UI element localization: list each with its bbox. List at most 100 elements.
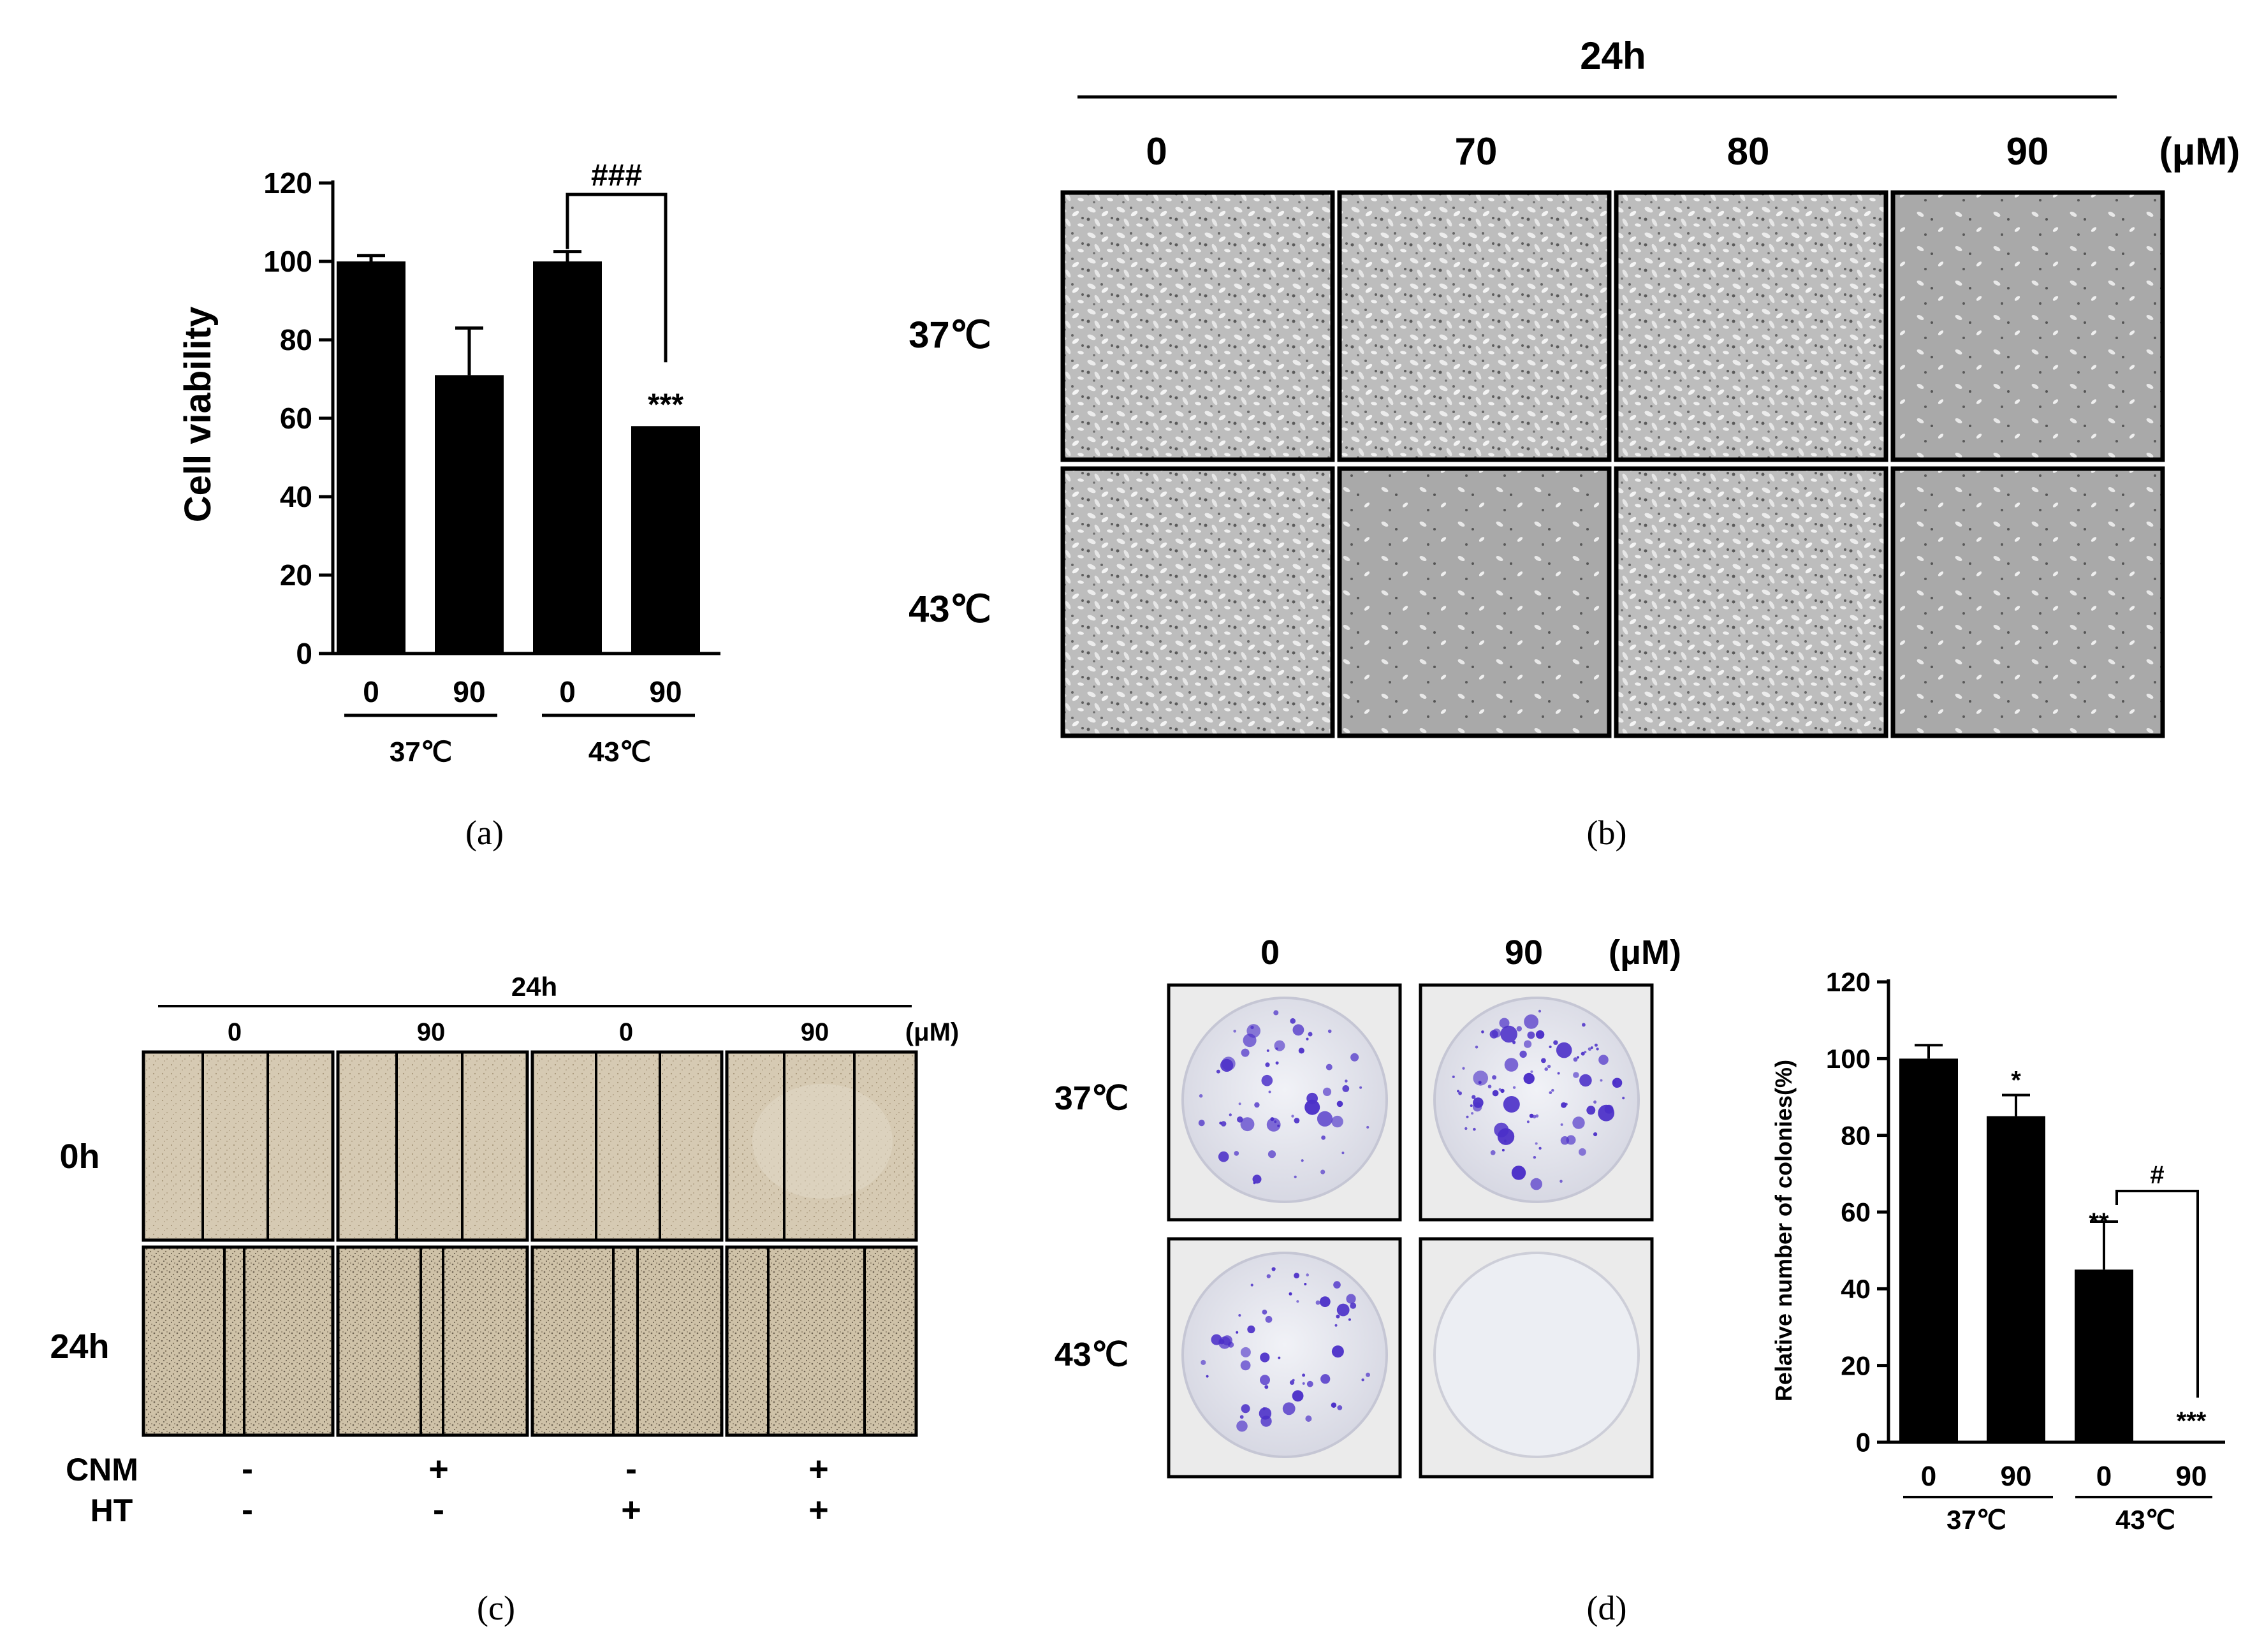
colony-spot <box>1452 1075 1455 1078</box>
colony-spot <box>1264 1385 1269 1389</box>
colony-spot <box>1250 1025 1254 1030</box>
colony-spot <box>1298 1048 1304 1054</box>
colony-spot <box>1535 1030 1545 1039</box>
colony-spot <box>1302 1373 1306 1377</box>
scratch-image-0h-2 <box>336 1050 529 1242</box>
panel-d-caption: (d) <box>1587 1589 1627 1627</box>
panel-b-conc-label: 90 <box>2006 130 2049 173</box>
colony-spot <box>1535 1142 1538 1145</box>
treatment-value: - <box>625 1450 637 1488</box>
colony-spot <box>1201 1359 1206 1365</box>
significance-bracket <box>2115 1190 2199 1398</box>
colony-spot <box>1233 1030 1236 1033</box>
colony-spot <box>1211 1334 1222 1345</box>
panel-b-conc-label: 80 <box>1727 130 1770 173</box>
colony-spot <box>1292 1390 1304 1402</box>
colony-spot <box>1511 1166 1526 1180</box>
treatment-value: - <box>242 1450 253 1488</box>
panel-d-conc-label: 90 <box>1505 933 1543 972</box>
significance-label: * <box>2011 1066 2021 1094</box>
colony-spot <box>1588 1047 1592 1051</box>
colony-spot <box>1336 1314 1340 1319</box>
colony-spot <box>1462 1067 1465 1070</box>
colony-spot <box>1471 1112 1474 1115</box>
scratch-image-0h-3 <box>530 1050 724 1242</box>
bar <box>337 261 405 654</box>
colony-spot <box>1561 1102 1567 1108</box>
colony-spot <box>1218 1151 1229 1162</box>
panel-c-conc-label: 0 <box>619 1018 633 1046</box>
panel-d: 0 90 (μM) 37℃ 43℃ 020406080100120******#… <box>1055 933 2225 1627</box>
panel-d-row-label: 37℃ <box>1055 1080 1128 1117</box>
colony-spot <box>1346 1294 1356 1304</box>
panel-b-unit: (μM) <box>2159 130 2240 173</box>
colony-spot <box>1475 1045 1479 1049</box>
significance-label: *** <box>648 388 683 421</box>
colony-spot <box>1596 1048 1599 1051</box>
y-tick-label: 40 <box>1841 1274 1871 1304</box>
colony-spot <box>1304 1099 1320 1115</box>
colony-spot <box>1306 1380 1313 1387</box>
colony-spot <box>1519 1050 1527 1058</box>
panel-d-conc-label: 0 <box>1260 933 1280 972</box>
panel-c-conc-label: 90 <box>801 1018 829 1046</box>
colony-spot <box>1504 1058 1519 1072</box>
y-tick-label: 40 <box>280 480 312 513</box>
treatment-value: + <box>428 1450 449 1488</box>
colony-spot <box>1345 1079 1348 1083</box>
colony-spot <box>1229 1113 1232 1116</box>
panel-d-bar-label: 0 <box>2096 1461 2112 1492</box>
colony-spot <box>1478 1081 1482 1085</box>
y-tick-label: 120 <box>1826 967 1871 997</box>
panel-c-conc-label: 90 <box>417 1018 446 1046</box>
colony-spot <box>1549 1045 1552 1048</box>
colony-spot <box>1262 1310 1267 1315</box>
colony-spot <box>1538 1009 1542 1012</box>
colony-spot <box>1331 1115 1343 1128</box>
colony-spot <box>1501 1148 1505 1151</box>
panel-b-row-label: 37℃ <box>909 314 991 356</box>
colony-spot <box>1547 1064 1551 1069</box>
colony-spot <box>1586 1106 1596 1115</box>
scratch-image-24h-1 <box>142 1245 335 1437</box>
colony-spot <box>1265 1315 1273 1323</box>
colony-spot <box>1320 1169 1326 1174</box>
colony-spot <box>1327 1029 1332 1034</box>
colony-spot <box>1366 1372 1370 1377</box>
colony-spot <box>1292 1378 1295 1382</box>
colony-spot <box>1612 1080 1617 1085</box>
colony-spot <box>1524 1014 1539 1029</box>
colony-spot <box>1301 1159 1304 1162</box>
colony-spot <box>1317 1111 1333 1127</box>
colony-spot <box>1266 1118 1281 1132</box>
y-tick-label: 120 <box>263 166 312 200</box>
colony-spot <box>1333 1281 1341 1289</box>
colony-spot <box>1305 1415 1312 1422</box>
colony-spot <box>1331 1402 1337 1408</box>
y-tick-label: 0 <box>296 637 312 670</box>
treatment-value: + <box>621 1491 641 1529</box>
micrograph-37c-0 <box>1060 190 1335 462</box>
treatment-name-cnm: CNM <box>66 1452 138 1488</box>
significance-label: *** <box>2177 1407 2207 1435</box>
colony-spot <box>1572 1116 1585 1129</box>
colony-spot <box>1556 1042 1572 1058</box>
y-tick-label: 100 <box>1826 1044 1871 1074</box>
colony-spot <box>1321 1135 1326 1140</box>
colony-spot <box>1530 1070 1533 1073</box>
colony-spot <box>1261 1074 1273 1086</box>
colony-spot <box>1320 1374 1331 1384</box>
colony-spot <box>1240 1117 1255 1132</box>
colony-spot <box>1359 1086 1362 1089</box>
colony-spot <box>1319 1296 1331 1307</box>
cell-viability-chart: 0 20 40 60 80 100 120 ### *** <box>263 159 720 670</box>
micrograph-43c-90 <box>1890 466 2165 738</box>
colony-spot <box>1473 1071 1488 1086</box>
panel-d-group-label: 37℃ <box>1946 1505 2006 1535</box>
colony-spot <box>1590 1046 1593 1049</box>
colony-spot <box>1259 1407 1272 1420</box>
y-tick-label: 0 <box>1856 1428 1871 1458</box>
scratch-image-24h-4 <box>725 1245 918 1437</box>
colony-spot <box>1241 1048 1250 1057</box>
colony-spot <box>1337 1405 1343 1410</box>
